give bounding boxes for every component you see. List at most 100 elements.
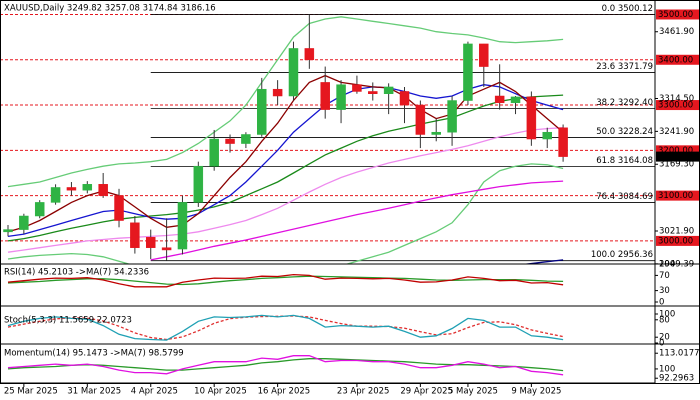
candle-body <box>241 134 251 144</box>
y-tick-label: 3461.90 <box>659 27 694 37</box>
candle-body <box>114 195 124 221</box>
y-tick-label: 113.0177 <box>659 349 700 359</box>
y-tick-label: 100 <box>659 364 675 374</box>
candle-body <box>320 82 330 110</box>
x-tick-label: 23 Apr 2025 <box>337 387 390 397</box>
x-tick-label: 10 Apr 2025 <box>194 387 247 397</box>
level-label-bg <box>656 9 700 20</box>
level-label: 3100.00 <box>658 191 693 201</box>
candle-body <box>479 43 489 67</box>
fib-label: 61.8 3164.08 <box>596 156 653 166</box>
y-tick-label: 3314.50 <box>659 94 694 104</box>
line-series <box>7 275 564 286</box>
candle-body <box>225 138 235 144</box>
y-tick-label: 80 <box>659 315 670 325</box>
candle-body <box>193 165 204 203</box>
candle-body <box>288 48 299 97</box>
candle-body <box>3 229 13 233</box>
y-tick-label: 3169.30 <box>659 160 694 170</box>
line-series <box>7 94 564 242</box>
fib-label: 38.2 3292.40 <box>596 98 653 108</box>
candle-body <box>526 96 537 140</box>
candle-body <box>542 131 552 140</box>
x-tick-label: 31 Mar 2025 <box>67 387 121 397</box>
y-tick-label: 3241.90 <box>659 127 694 137</box>
candle-body <box>304 48 315 61</box>
x-tick-label: 5 May 2025 <box>448 387 498 397</box>
level-label-bg <box>656 54 700 65</box>
y-tick-label: 0 <box>659 339 664 349</box>
candle-body <box>50 187 61 203</box>
line-series <box>7 16 564 188</box>
indicator-title: Stoch(5,3,3) 11.5659 22.0723 <box>4 316 132 326</box>
candle-body <box>66 187 77 191</box>
y-tick-label: 30 <box>659 286 670 296</box>
level-label: 3200.00 <box>658 146 693 156</box>
level-label-bg <box>656 235 700 246</box>
x-tick-label: 25 Mar 2025 <box>4 387 58 397</box>
candle-body <box>510 96 521 104</box>
y-tick-label: 100 <box>659 310 675 320</box>
current-price-bg <box>656 151 700 162</box>
level-label-bg <box>656 100 700 111</box>
level-label: 3000.00 <box>658 236 693 246</box>
y-tick-label: 20 <box>659 333 670 343</box>
candle-body <box>34 202 45 217</box>
candle-body <box>82 184 93 191</box>
level-label: 3300.00 <box>658 101 693 111</box>
fib-label: 76.4 3084.69 <box>596 192 653 202</box>
candle-body <box>145 237 156 248</box>
y-tick-label: 70 <box>659 271 670 281</box>
candle-body <box>257 88 267 135</box>
y-tick-label: 92.2963 <box>659 374 694 384</box>
candle-body <box>336 84 346 110</box>
candle-body <box>98 184 108 196</box>
y-tick-label: 100 <box>659 260 675 270</box>
x-tick-label: 4 Apr 2025 <box>131 387 178 397</box>
current-price: 3186.16 <box>658 152 693 162</box>
fib-label: 50.0 3228.24 <box>596 127 653 137</box>
line-series <box>7 127 564 253</box>
candle-body <box>130 222 140 248</box>
line-series <box>7 358 564 372</box>
chart-title: XAUUSD,Daily 3249.82 3257.08 3174.84 318… <box>4 4 216 14</box>
line-series <box>7 355 564 376</box>
candle-body <box>415 104 426 135</box>
candle-body <box>463 43 473 101</box>
y-tick-label: 0 <box>659 298 664 308</box>
x-tick-label: 29 Apr 2025 <box>400 387 453 397</box>
fib-label: 0.0 3500.12 <box>602 4 653 14</box>
line-series <box>7 273 564 288</box>
level-label-bg <box>656 145 700 156</box>
level-label-bg <box>656 190 700 201</box>
x-tick-label: 9 May 2025 <box>511 387 561 397</box>
line-series <box>7 163 564 264</box>
price-axis: 3500.00 3400.00 3300.00 3200.00 3100.00 3000.… <box>655 9 700 269</box>
candle-body <box>352 84 362 92</box>
candle-body <box>558 127 568 157</box>
price-panel: 0.0 3500.12 23.6 3371.79 38.2 3292.40 50.0 … <box>0 4 655 264</box>
indicator-title: RSI(14) 45.2103 ->MA(7) 54.2336 <box>4 268 149 278</box>
candle-body <box>272 88 283 97</box>
line-series <box>521 259 564 264</box>
candle-body <box>494 95 505 104</box>
fib-label: 100.0 2956.36 <box>591 250 653 260</box>
line-series <box>7 314 564 341</box>
candle-body <box>19 215 29 230</box>
candle-body <box>431 131 441 135</box>
level-label: 3400.00 <box>658 55 693 65</box>
fib-label: 23.6 3371.79 <box>596 62 653 72</box>
candle-body <box>209 138 219 167</box>
x-tick-label: 16 Apr 2025 <box>258 387 311 397</box>
candle-body <box>383 86 394 94</box>
candle-body <box>399 91 410 106</box>
level-label: 3500.00 <box>658 10 693 20</box>
candle-body <box>161 247 172 251</box>
indicator-title: Momentum(14) 95.1473 ->MA(7) 98.5799 <box>4 349 184 359</box>
y-tick-label: 3021.90 <box>659 226 694 236</box>
candle-body <box>177 202 188 250</box>
candle-body <box>368 91 378 94</box>
candle-body <box>447 100 457 133</box>
line-series <box>150 180 564 261</box>
